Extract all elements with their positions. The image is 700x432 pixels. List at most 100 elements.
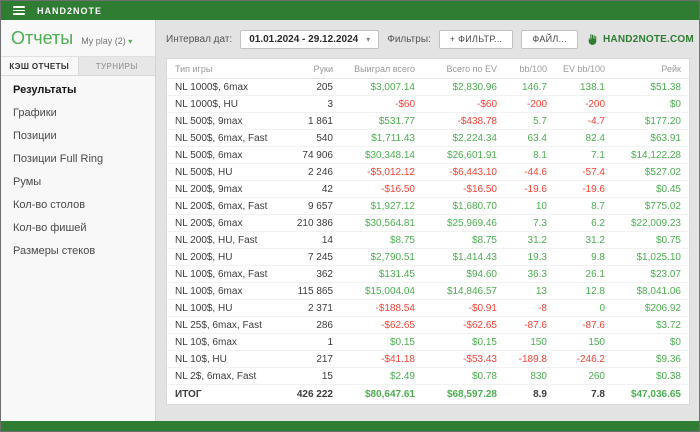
- cell: 115 865: [279, 282, 341, 300]
- cell: NL 200$, 9max: [167, 180, 279, 198]
- tab-cash-reports[interactable]: КЭШ ОТЧЕТЫ: [1, 57, 79, 75]
- cell: NL 500$, 6max, Fast: [167, 129, 279, 147]
- cell: -200: [505, 95, 555, 113]
- sidebar-item-positions-full-ring[interactable]: Позиции Full Ring: [13, 153, 104, 165]
- cell: $0.75: [613, 231, 689, 249]
- cell: $2,830.96: [423, 78, 505, 96]
- cell: 3: [279, 95, 341, 113]
- sidebar-item-chip-count[interactable]: Кол-во фишей: [13, 222, 87, 234]
- cell: $8.75: [341, 231, 423, 249]
- cell: $1,927.12: [341, 197, 423, 215]
- cell: 7 245: [279, 248, 341, 266]
- sidebar-item-charts[interactable]: Графики: [13, 107, 57, 119]
- column-header[interactable]: Руки: [279, 59, 341, 79]
- hand2note-logo[interactable]: HAND2NOTE.COM: [586, 33, 694, 46]
- column-header[interactable]: Выиграл всего: [341, 59, 423, 79]
- table-row[interactable]: NL 500$, HU 2 246 -$5,012.12 -$6,443.10 -44.…: [167, 163, 689, 181]
- cell: 2 371: [279, 299, 341, 317]
- column-header[interactable]: bb/100: [505, 59, 555, 79]
- table-row[interactable]: NL 100$, HU 2 371 -$188.54 -$0.91 -8 0 $206.92: [167, 299, 689, 317]
- column-header[interactable]: EV bb/100: [555, 59, 613, 79]
- tab-tournaments[interactable]: ТУРНИРЫ: [95, 62, 138, 71]
- table-total-row[interactable]: ИТОГ 426 222 $80,647.61 $68,597.28 8.9 7.8 $47…: [167, 384, 689, 404]
- cell: 0: [555, 299, 613, 317]
- cell: -$16.50: [423, 180, 505, 198]
- table-row[interactable]: NL 500$, 6max, Fast 540 $1,711.43 $2,224.34…: [167, 129, 689, 147]
- cell: 830: [505, 367, 555, 385]
- table-row[interactable]: NL 2$, 6max, Fast 15 $2.49 $0.78 830 260 $0.38: [167, 367, 689, 385]
- cell: -$60: [423, 95, 505, 113]
- cell: -19.6: [555, 180, 613, 198]
- cell: -$62.65: [341, 316, 423, 334]
- chevron-down-icon: ▾: [366, 35, 371, 44]
- cell: 8.7: [555, 197, 613, 215]
- cell: 9 657: [279, 197, 341, 215]
- cell: -87.6: [555, 316, 613, 334]
- sidebar-item-table-count[interactable]: Кол-во столов: [13, 199, 86, 211]
- cell: -57.4: [555, 163, 613, 181]
- table-row[interactable]: NL 200$, 6max 210 386 $30,564.81 $25,969.46…: [167, 214, 689, 232]
- table-row[interactable]: NL 25$, 6max, Fast 286 -$62.65 -$62.65 -87.6…: [167, 316, 689, 334]
- cell: NL 500$, 9max: [167, 112, 279, 130]
- sidebar-item-positions[interactable]: Позиции: [13, 130, 57, 142]
- cell: $0.38: [613, 367, 689, 385]
- cell: 540: [279, 129, 341, 147]
- table-row[interactable]: NL 1000$, HU 3 -$60 -$60 -200 -200 $0: [167, 95, 689, 113]
- table-row[interactable]: NL 1000$, 6max 205 $3,007.14 $2,830.96 146.7…: [167, 78, 689, 96]
- table-row[interactable]: NL 100$, 6max 115 865 $15,004.04 $14,846.57…: [167, 282, 689, 300]
- cell: $47,036.65: [613, 384, 689, 404]
- cell: $177.20: [613, 112, 689, 130]
- cell: 150: [505, 333, 555, 351]
- file-button[interactable]: ФАЙЛ...: [521, 30, 578, 49]
- hamburger-menu-icon[interactable]: [13, 6, 25, 15]
- cell: 12.8: [555, 282, 613, 300]
- cell: $14,846.57: [423, 282, 505, 300]
- cell: 150: [555, 333, 613, 351]
- table-row[interactable]: NL 200$, 6max, Fast 9 657 $1,927.12 $1,680.…: [167, 197, 689, 215]
- results-table-card: Тип игры Руки Выиграл всего Всего по EV bb/1…: [166, 58, 690, 405]
- sidebar-item-stack-sizes[interactable]: Размеры стеков: [13, 245, 96, 257]
- cell: $2.49: [341, 367, 423, 385]
- cell: -$438.78: [423, 112, 505, 130]
- sidebar-item-rooms[interactable]: Румы: [13, 176, 42, 188]
- cell: 15: [279, 367, 341, 385]
- cell: 138.1: [555, 78, 613, 96]
- profile-selector-label: My play (2): [81, 36, 126, 46]
- cell: 8.1: [505, 146, 555, 164]
- cell: 5.7: [505, 112, 555, 130]
- add-filter-button[interactable]: + ФИЛЬТР...: [438, 30, 514, 49]
- cell: 10: [505, 197, 555, 215]
- table-row[interactable]: NL 10$, 6max 1 $0.15 $0.15 150 150 $0: [167, 333, 689, 351]
- cell: $0: [613, 333, 689, 351]
- results-table: Тип игры Руки Выиграл всего Всего по EV bb/1…: [167, 59, 689, 404]
- logo-text: HAND2NOTE.COM: [603, 34, 694, 45]
- cell: $0.78: [423, 367, 505, 385]
- table-row[interactable]: NL 500$, 6max 74 906 $30,348.14 $26,601.91 8…: [167, 146, 689, 164]
- cell: NL 1000$, HU: [167, 95, 279, 113]
- cell: 6.2: [555, 214, 613, 232]
- filters-label: Фильтры:: [387, 34, 431, 45]
- table-row[interactable]: NL 10$, HU 217 -$41.18 -$53.43 -189.8 -246.2 $…: [167, 350, 689, 368]
- hand-icon: [588, 34, 597, 45]
- cell: $1,414.43: [423, 248, 505, 266]
- date-range-picker[interactable]: 01.01.2024 - 29.12.2024 ▾: [240, 30, 380, 49]
- table-row[interactable]: NL 200$, HU 7 245 $2,790.51 $1,414.43 19.3 9.…: [167, 248, 689, 266]
- cell: 13: [505, 282, 555, 300]
- cell: NL 1000$, 6max: [167, 78, 279, 96]
- table-row[interactable]: NL 200$, 9max 42 -$16.50 -$16.50 -19.6 -19.6 $…: [167, 180, 689, 198]
- column-header[interactable]: Рейк: [613, 59, 689, 79]
- sidebar-item-results[interactable]: Результаты: [13, 84, 77, 96]
- cell: $9.36: [613, 350, 689, 368]
- sidebar-header: Отчеты My play (2) ▾: [1, 20, 155, 56]
- table-row[interactable]: NL 500$, 9max 1 861 $531.77 -$438.78 5.7 -4.7…: [167, 112, 689, 130]
- cell: 217: [279, 350, 341, 368]
- table-row[interactable]: NL 200$, HU, Fast 14 $8.75 $8.75 31.2 31.2 $0.…: [167, 231, 689, 249]
- cell: $527.02: [613, 163, 689, 181]
- cell: -87.6: [505, 316, 555, 334]
- profile-selector[interactable]: My play (2) ▾: [81, 36, 132, 46]
- date-interval-label: Интервал дат:: [166, 34, 233, 45]
- reports-title: Отчеты: [11, 28, 74, 48]
- column-header[interactable]: Всего по EV: [423, 59, 505, 79]
- table-row[interactable]: NL 100$, 6max, Fast 362 $131.45 $94.60 36.3 2…: [167, 265, 689, 283]
- column-header[interactable]: Тип игры: [167, 59, 279, 79]
